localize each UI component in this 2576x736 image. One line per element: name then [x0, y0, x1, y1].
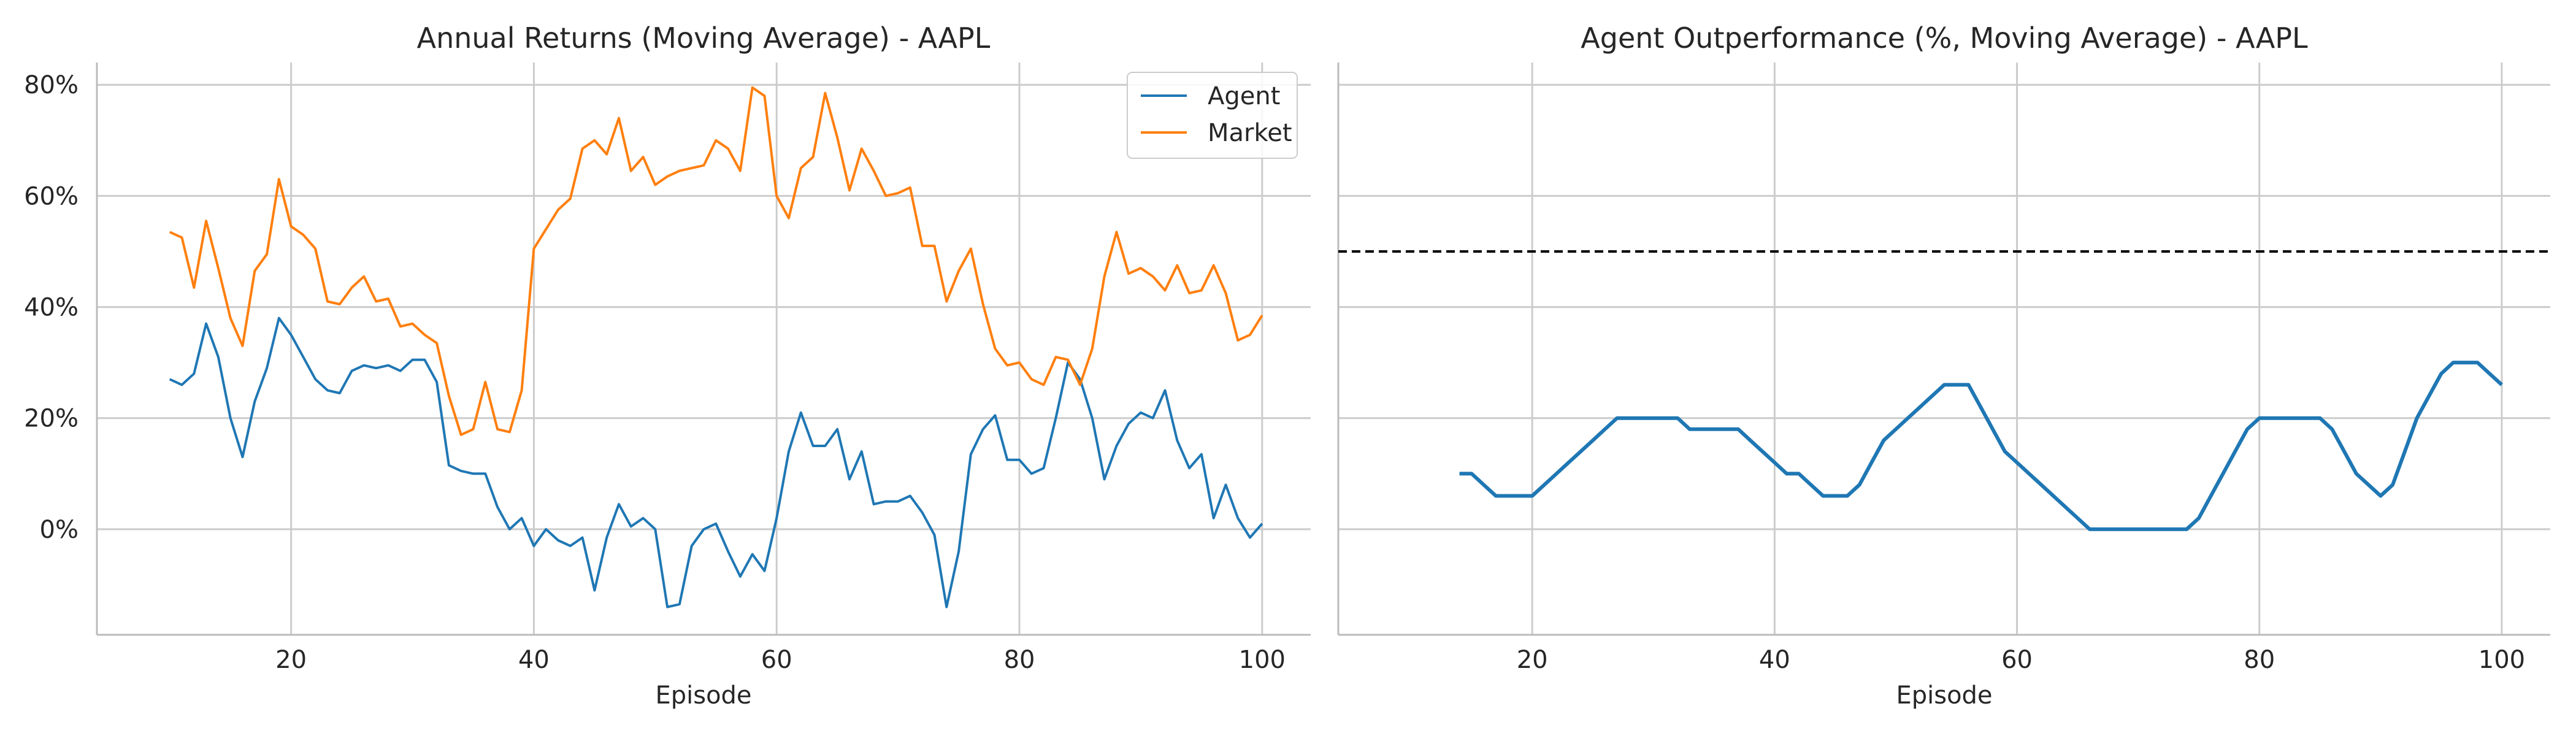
agent-line [169, 316, 1263, 608]
returns-grid [97, 63, 1311, 635]
legend-box [1127, 72, 1298, 159]
outperformance-chart: Agent Outperformance (%, Moving Average)… [1337, 21, 2550, 710]
x-tick-label: 40 [1759, 646, 1790, 674]
outperformance-x-ticks: 20 40 60 80 100 [1517, 646, 2525, 674]
returns-chart-title: Annual Returns (Moving Average) - AAPL [417, 21, 991, 55]
market-line [169, 86, 1263, 436]
x-tick-label: 100 [2478, 646, 2525, 674]
x-tick-label: 20 [1517, 646, 1548, 674]
x-tick-label: 60 [761, 646, 792, 674]
x-tick-label: 40 [518, 646, 550, 674]
outperformance-grid [1338, 63, 2550, 635]
outperformance-chart-title: Agent Outperformance (%, Moving Average)… [1581, 21, 2308, 55]
returns-x-ticks: 20 40 60 80 100 [275, 646, 1286, 674]
y-tick-label: 0% [40, 516, 79, 544]
outperformance-series [1459, 361, 2504, 531]
x-tick-label: 60 [2001, 646, 2033, 674]
legend-agent-label: Agent [1208, 82, 1280, 110]
legend-market-label: Market [1208, 119, 1292, 147]
x-tick-label: 20 [275, 646, 307, 674]
y-tick-label: 80% [24, 71, 79, 99]
returns-legend: Agent Market [1127, 72, 1298, 159]
y-tick-label: 20% [24, 405, 79, 433]
y-tick-label: 40% [24, 294, 79, 322]
returns-chart: Annual Returns (Moving Average) - AAPL 0… [24, 21, 1311, 710]
outperformance-line [1459, 361, 2504, 531]
outperformance-x-axis-label: Episode [1896, 681, 1992, 710]
x-tick-label: 100 [1239, 646, 1286, 674]
returns-x-axis-label: Episode [655, 681, 751, 710]
returns-series [169, 86, 1263, 608]
returns-y-ticks: 0% 20% 40% 60% 80% [24, 71, 79, 544]
x-tick-label: 80 [1004, 646, 1035, 674]
y-tick-label: 60% [24, 182, 79, 210]
x-tick-label: 80 [2244, 646, 2275, 674]
